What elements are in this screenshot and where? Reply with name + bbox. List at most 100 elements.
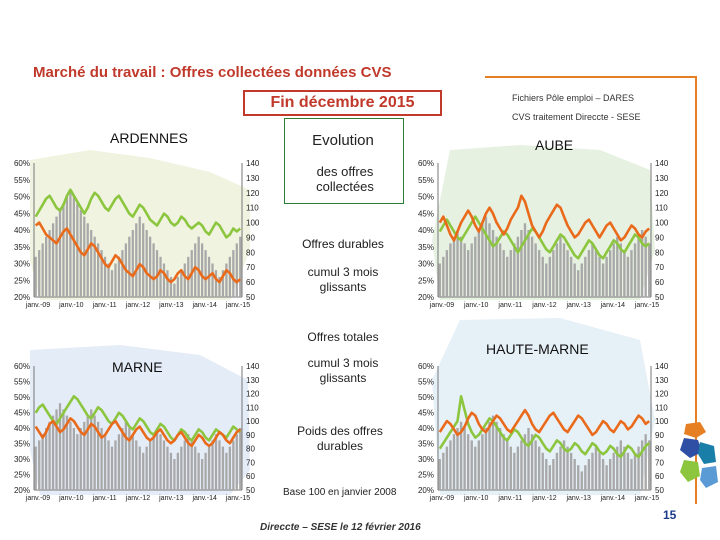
bar <box>452 434 456 490</box>
right-tick-label: 80 <box>655 445 664 454</box>
bar <box>162 440 166 490</box>
bar <box>169 452 173 490</box>
bar <box>201 459 204 490</box>
bar <box>580 471 583 490</box>
bar <box>612 243 615 297</box>
bar <box>166 270 169 297</box>
right-tick-label: 80 <box>246 248 255 257</box>
x-tick-label: janv.-09 <box>429 495 454 502</box>
bar <box>218 440 221 490</box>
right-tick-label: 80 <box>655 248 664 257</box>
bar <box>637 446 640 490</box>
bar <box>598 452 601 490</box>
x-tick-label: janv.-10 <box>463 495 488 502</box>
x-tick-label: janv.-13 <box>158 302 183 309</box>
bar <box>180 446 183 490</box>
bar <box>616 446 619 490</box>
right-tick-label: 100 <box>246 417 260 426</box>
bar <box>72 196 75 297</box>
bar <box>235 434 238 490</box>
bar <box>128 428 131 490</box>
bar <box>488 421 491 490</box>
bar <box>459 236 463 297</box>
bar <box>630 250 633 297</box>
bar <box>34 446 37 490</box>
bar <box>594 446 598 490</box>
legend-offres-totales: Offres totales <box>307 330 379 344</box>
logo-piece-orange <box>684 422 706 438</box>
bar <box>644 236 647 297</box>
x-tick-label: janv.-14 <box>191 302 216 309</box>
source-line-1: Fichiers Pôle emploi – DARES <box>512 93 635 103</box>
bar <box>566 446 569 490</box>
bar <box>591 243 594 297</box>
right-tick-label: 50 <box>655 293 664 302</box>
bar <box>587 459 591 490</box>
bar <box>211 263 214 297</box>
bar <box>142 223 145 297</box>
bar <box>180 270 183 297</box>
bar <box>114 440 117 490</box>
bar <box>626 256 630 297</box>
period-subtitle: Fin décembre 2015 <box>243 90 442 116</box>
bar <box>176 452 179 490</box>
left-tick-label: 50% <box>418 393 434 402</box>
x-tick-label: janv.-15 <box>225 495 250 502</box>
right-tick-label: 130 <box>246 376 260 385</box>
legend-offres-durables: Offres durables <box>302 237 384 251</box>
bar <box>149 236 152 297</box>
bar <box>128 236 131 297</box>
bar <box>523 223 527 297</box>
bar <box>474 236 477 297</box>
right-tick-label: 140 <box>655 159 669 168</box>
bar <box>117 434 121 490</box>
bar <box>197 236 200 297</box>
bar <box>183 440 186 490</box>
bar <box>626 452 630 490</box>
right-tick-label: 70 <box>655 458 664 467</box>
bar <box>228 446 231 490</box>
bar <box>523 434 527 490</box>
bar <box>232 250 235 297</box>
series-line-offres-durables <box>438 194 651 242</box>
bar <box>502 250 505 297</box>
bar <box>513 243 516 297</box>
right-tick-label: 110 <box>246 204 259 213</box>
left-tick-label: 35% <box>418 440 434 449</box>
bar <box>145 446 148 490</box>
bar <box>239 428 242 490</box>
left-tick-label: 40% <box>14 226 30 235</box>
bar <box>201 243 204 297</box>
right-tick-label: 60 <box>655 472 664 481</box>
bar <box>467 250 470 297</box>
series-line-offres-totales <box>34 394 242 442</box>
logo-piece-teal <box>698 442 716 464</box>
bar <box>601 459 605 490</box>
x-tick-label: janv.-10 <box>463 302 488 309</box>
bar <box>138 446 141 490</box>
bar <box>55 409 58 490</box>
x-tick-label: janv.-09 <box>25 302 50 309</box>
bar <box>573 459 576 490</box>
bar <box>51 415 55 490</box>
bar <box>491 415 495 490</box>
left-tick-label: 25% <box>418 471 434 480</box>
region-label: HAUTE-MARNE <box>486 341 589 357</box>
right-tick-label: 50 <box>246 486 255 495</box>
bar <box>45 428 48 490</box>
bar <box>616 236 619 297</box>
bar <box>72 428 75 490</box>
bar <box>187 434 190 490</box>
left-tick-label: 35% <box>14 243 30 252</box>
bar <box>159 256 162 297</box>
bar <box>548 256 551 297</box>
left-tick-label: 55% <box>14 378 30 387</box>
left-tick-label: 45% <box>14 409 30 418</box>
bar <box>534 440 537 490</box>
region-label: AUBE <box>535 137 573 153</box>
bar <box>211 440 214 490</box>
bar <box>142 452 145 490</box>
bar <box>110 446 114 490</box>
bar <box>612 452 615 490</box>
right-tick-label: 120 <box>246 390 260 399</box>
